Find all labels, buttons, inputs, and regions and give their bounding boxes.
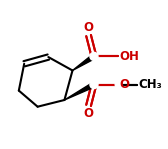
- Circle shape: [90, 81, 98, 89]
- Text: O: O: [84, 107, 94, 120]
- Text: O: O: [119, 78, 129, 91]
- Polygon shape: [73, 54, 95, 70]
- Text: OH: OH: [120, 50, 140, 63]
- Text: O: O: [84, 21, 94, 34]
- Polygon shape: [65, 82, 95, 100]
- Circle shape: [115, 82, 121, 87]
- Text: CH₃: CH₃: [138, 78, 162, 91]
- Circle shape: [90, 52, 98, 60]
